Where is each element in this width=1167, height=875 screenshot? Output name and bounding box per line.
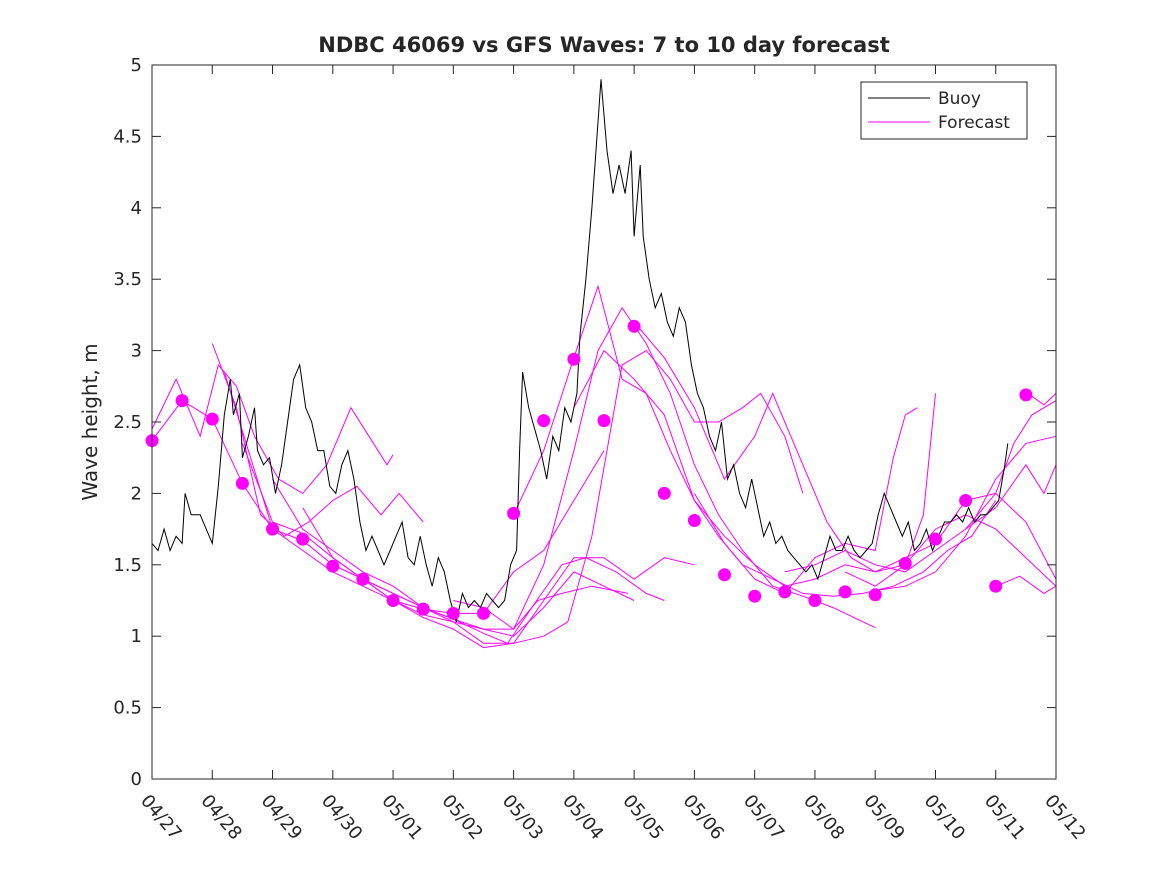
forecast-marker-4 — [235, 476, 249, 490]
y-tick-label: 5 — [131, 55, 142, 76]
forecast-line-12 — [633, 321, 1057, 580]
legend-label-buoy: Buoy — [938, 89, 981, 109]
forecast-marker-9 — [386, 594, 400, 607]
forecast-marker-5 — [266, 522, 279, 536]
y-tick-label: 2.5 — [113, 412, 142, 433]
forecast-marker-17 — [627, 319, 641, 333]
y-axis-label: Wave height, m — [78, 343, 102, 500]
forecast-marker-25 — [868, 588, 882, 602]
y-tick-label: 2 — [131, 483, 142, 504]
forecast-marker-19 — [687, 514, 701, 527]
forecast-line-14 — [784, 400, 1057, 573]
y-tick-label: 1.5 — [113, 555, 142, 576]
legend-box — [860, 81, 1028, 140]
forecast-line-13 — [693, 407, 918, 595]
forecast-marker-12 — [477, 606, 490, 620]
forecast-marker-20 — [718, 568, 731, 582]
forecast-marker-28 — [959, 494, 973, 507]
y-tick-label: 4 — [131, 198, 142, 219]
forecast-marker-30 — [1019, 388, 1033, 402]
y-tick-label: 0.5 — [113, 698, 142, 719]
forecast-marker-2 — [175, 394, 189, 408]
y-tick-label: 3 — [131, 341, 142, 362]
forecast-marker-11 — [446, 606, 460, 620]
forecast-marker-18 — [657, 486, 671, 500]
forecast-line-6 — [272, 478, 665, 644]
y-tick-label: 1 — [131, 626, 142, 647]
forecast-line-16 — [875, 435, 1057, 591]
forecast-marker-16 — [597, 414, 611, 428]
chart-title: NDBC 46069 vs GFS Waves: 7 to 10 day for… — [318, 33, 889, 57]
y-tick-label: 4.5 — [113, 126, 142, 147]
y-tick-label: 3.5 — [113, 269, 142, 290]
forecast-marker-15 — [567, 352, 581, 366]
forecast-marker-29 — [989, 579, 1003, 593]
forecast-marker-22 — [778, 585, 792, 599]
forecast-marker-13 — [507, 506, 521, 520]
forecast-marker-26 — [898, 556, 912, 570]
forecast-marker-3 — [205, 412, 219, 426]
forecast-marker-10 — [416, 602, 430, 616]
forecast-marker-6 — [296, 532, 310, 546]
forecast-line-8 — [332, 349, 804, 649]
forecast-line-3 — [211, 343, 424, 537]
data-layer — [145, 79, 1057, 649]
forecast-line-19 — [1031, 393, 1057, 406]
forecast-marker-21 — [748, 589, 762, 603]
forecast-marker-24 — [838, 585, 852, 599]
forecast-marker-27 — [929, 532, 942, 546]
forecast-line-11 — [573, 349, 1057, 587]
legend: Buoy Forecast — [860, 81, 1028, 140]
forecast-line-18 — [995, 575, 1057, 594]
forecast-marker-23 — [808, 594, 822, 607]
y-tick-label: 0 — [131, 769, 142, 790]
buoy-line — [151, 79, 1009, 623]
forecast-marker-14 — [537, 414, 551, 428]
forecast-marker-7 — [326, 559, 340, 573]
legend-label-forecast: Forecast — [938, 113, 1010, 133]
forecast-marker-8 — [356, 572, 370, 586]
